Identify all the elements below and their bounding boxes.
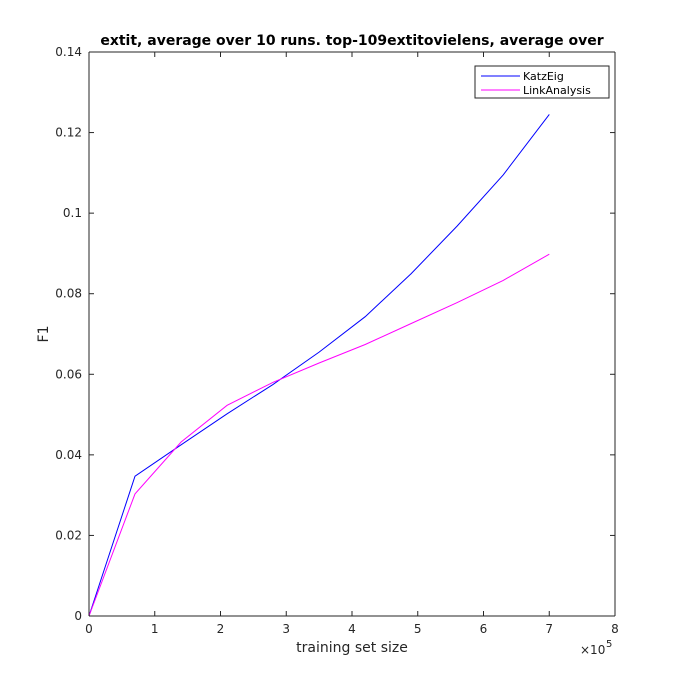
x-tick-label: 4 xyxy=(348,622,356,636)
x-tick-label: 2 xyxy=(217,622,225,636)
y-tick-label: 0.02 xyxy=(55,528,82,542)
y-axis-label: F1 xyxy=(36,326,52,343)
y-axis-ticks: 0 0.02 0.04 0.06 0.08 0.1 0.12 0.14 xyxy=(55,45,615,623)
x-tick-label: 1 xyxy=(151,622,159,636)
x-axis-ticks: 0 1 2 3 4 5 6 7 8 xyxy=(85,52,619,636)
y-tick-label: 0.08 xyxy=(55,287,82,301)
svg-text:×10: ×10 xyxy=(580,643,605,657)
x-axis-exponent: ×10 5 xyxy=(580,639,612,657)
y-tick-label: 0.06 xyxy=(55,367,82,381)
chart-title: extit, average over 10 runs. top-109exti… xyxy=(100,33,603,49)
x-tick-label: 0 xyxy=(85,622,93,636)
x-tick-label: 8 xyxy=(611,622,619,636)
legend-label-linkanalysis: LinkAnalysis xyxy=(523,84,591,97)
x-axis-label: training set size xyxy=(296,640,408,656)
series-layer xyxy=(88,114,550,617)
plot-area xyxy=(89,52,615,616)
svg-text:5: 5 xyxy=(606,639,612,650)
y-tick-label: 0 xyxy=(74,609,82,623)
x-tick-label: 7 xyxy=(545,622,553,636)
legend-box xyxy=(474,65,610,99)
series-line-linkanalysis xyxy=(88,253,550,617)
x-tick-label: 6 xyxy=(480,622,488,636)
series-line-katzeig xyxy=(88,114,550,617)
y-tick-label: 0.1 xyxy=(63,206,82,220)
x-tick-label: 5 xyxy=(414,622,422,636)
y-tick-label: 0.04 xyxy=(55,448,82,462)
x-tick-label: 3 xyxy=(282,622,290,636)
y-tick-label: 0.14 xyxy=(55,45,82,59)
legend-label-katzeig: KatzEig xyxy=(523,70,564,83)
y-tick-label: 0.12 xyxy=(55,126,82,140)
